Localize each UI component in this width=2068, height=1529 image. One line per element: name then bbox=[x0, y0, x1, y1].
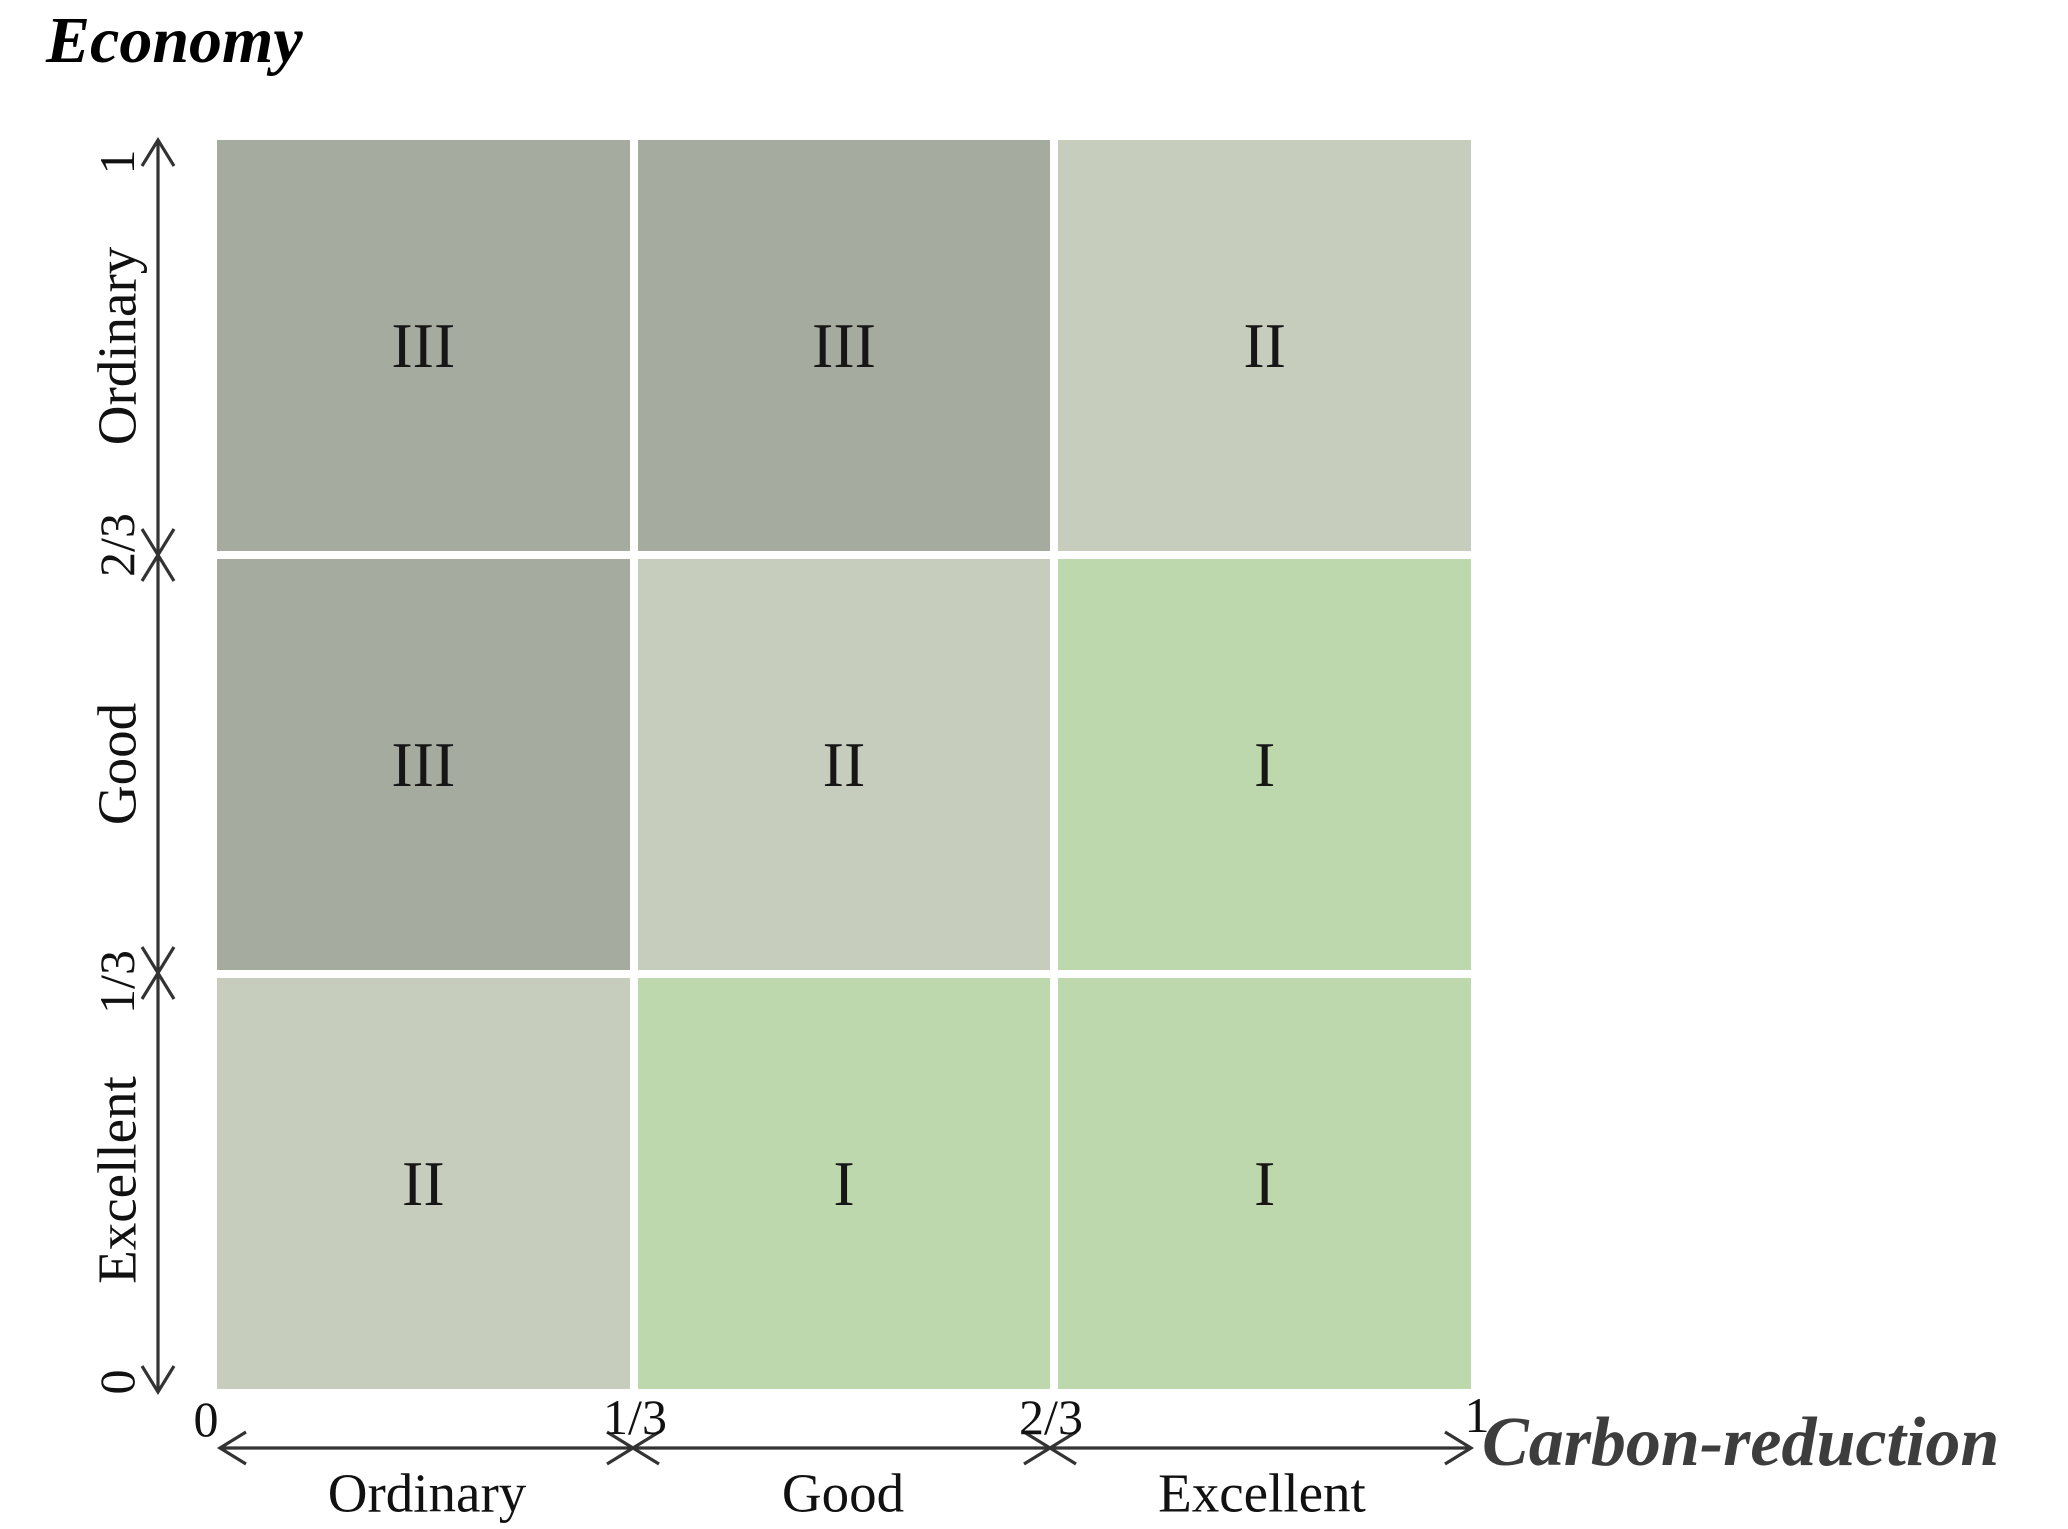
matrix-cell-r1c0: III bbox=[217, 559, 630, 970]
y-axis-tick-arrow-2-3-up-icon bbox=[140, 551, 176, 582]
y-axis-tick-arrow-1-3-up-icon bbox=[140, 969, 176, 1000]
y-axis-tick-arrow-1-3-down-icon bbox=[140, 946, 176, 977]
matrix-cell-r1c1: II bbox=[637, 559, 1051, 970]
matrix-cell-r0c1: III bbox=[637, 140, 1051, 551]
matrix-cell-r0c2: II bbox=[1058, 140, 1471, 551]
x-segment-excellent: Excellent bbox=[1158, 1462, 1366, 1524]
matrix-cell-r2c1: I bbox=[637, 978, 1051, 1389]
x-tick-1: 1 bbox=[1464, 1387, 1490, 1443]
x-axis-title: Carbon-reduction bbox=[1482, 1404, 2000, 1481]
y-axis-arrow-top-icon bbox=[140, 136, 176, 167]
x-tick-1-3: 1/3 bbox=[603, 1389, 667, 1445]
y-axis-title: Economy bbox=[46, 4, 303, 77]
y-segment-ordinary: Ordinary bbox=[86, 246, 148, 446]
x-axis bbox=[216, 1430, 1475, 1466]
matrix-cell-r0c0: III bbox=[217, 140, 630, 551]
y-axis-tick-arrow-2-3-down-icon bbox=[140, 528, 176, 559]
matrix-cell-r2c0: II bbox=[217, 978, 630, 1389]
zone-matrix: III III II III II I II I I bbox=[217, 140, 1471, 1389]
x-segment-ordinary: Ordinary bbox=[327, 1462, 527, 1524]
x-axis-arrow-left-icon bbox=[216, 1430, 247, 1466]
matrix-cell-r1c2: I bbox=[1058, 559, 1471, 970]
x-segment-good: Good bbox=[781, 1462, 905, 1524]
y-axis-arrow-bottom-icon bbox=[140, 1365, 176, 1396]
y-tick-2-3: 2/3 bbox=[89, 513, 145, 577]
y-segment-good: Good bbox=[86, 702, 148, 826]
y-tick-0: 0 bbox=[89, 1369, 145, 1395]
x-tick-0: 0 bbox=[193, 1391, 219, 1447]
x-tick-2-3: 2/3 bbox=[1019, 1389, 1083, 1445]
matrix-cell-r2c2: I bbox=[1058, 978, 1471, 1389]
y-tick-1: 1 bbox=[89, 149, 145, 175]
y-tick-1-3: 1/3 bbox=[89, 950, 145, 1014]
y-segment-excellent: Excellent bbox=[86, 1076, 148, 1284]
